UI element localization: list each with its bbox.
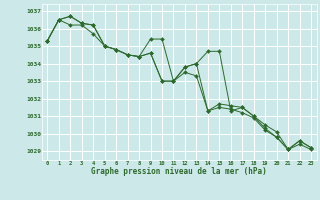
X-axis label: Graphe pression niveau de la mer (hPa): Graphe pression niveau de la mer (hPa): [91, 167, 267, 176]
